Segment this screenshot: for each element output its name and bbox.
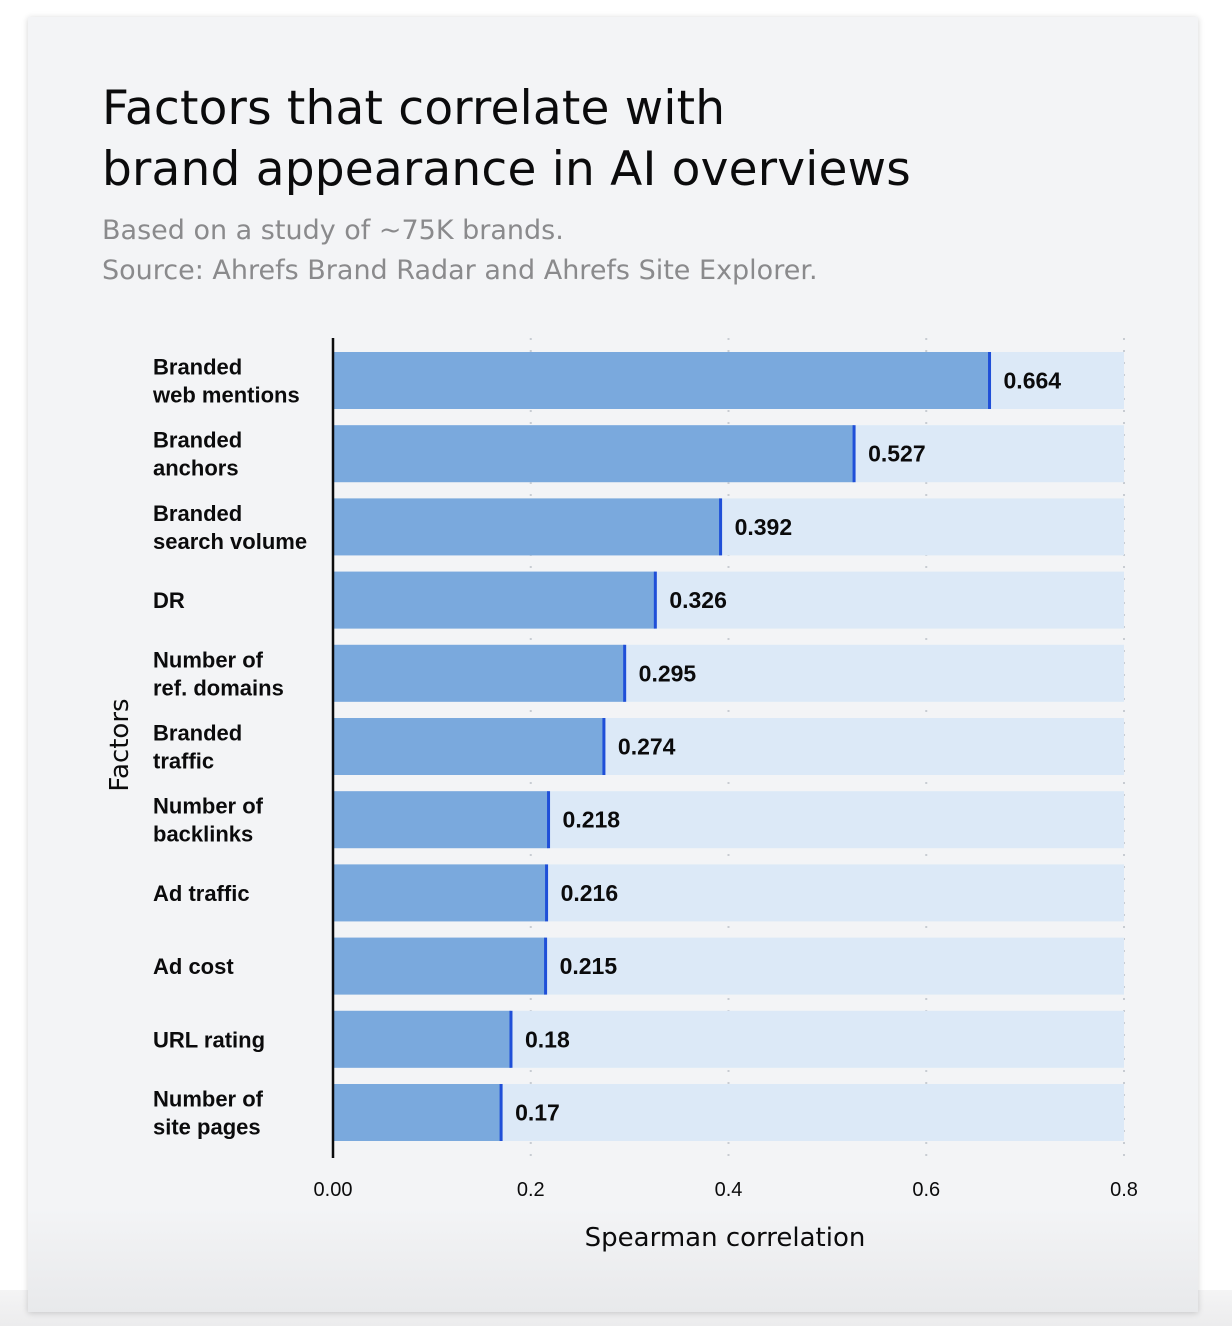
bar-end-marker [602, 718, 606, 775]
category-label: DR [153, 588, 185, 613]
bar [333, 571, 656, 629]
bar [333, 352, 990, 409]
bar [333, 791, 549, 849]
bar-end-marker [545, 864, 549, 922]
value-label: 0.215 [560, 953, 618, 979]
value-label: 0.216 [561, 880, 619, 906]
category-label: Number of [153, 794, 264, 819]
bar [333, 1084, 502, 1141]
category-label: Branded [153, 721, 242, 746]
chart-title-line-2: brand appearance in AI overviews [102, 142, 911, 197]
category-label: web mentions [152, 383, 300, 408]
value-label: 0.664 [1004, 368, 1062, 394]
category-label: traffic [153, 749, 214, 774]
value-label: 0.17 [515, 1100, 560, 1126]
y-axis-title: Factors [105, 698, 135, 791]
bar-end-marker [623, 644, 627, 702]
bar-end-marker [653, 571, 657, 629]
category-label: Branded [153, 355, 242, 380]
category-label: URL rating [153, 1027, 265, 1052]
x-tick-label: 0.8 [1110, 1179, 1138, 1201]
value-label: 0.295 [639, 660, 697, 686]
bar [333, 864, 547, 922]
bar [333, 937, 546, 995]
category-label: Branded [153, 428, 242, 453]
x-tick-label: 0.00 [314, 1179, 353, 1201]
value-label: 0.18 [525, 1026, 570, 1052]
bar-end-marker [509, 1010, 513, 1068]
category-label: anchors [153, 456, 239, 481]
bar [333, 1010, 511, 1068]
bar-end-marker [547, 791, 551, 849]
chart-title-line-1: Factors that correlate with [102, 81, 726, 136]
bar [333, 718, 604, 775]
value-label: 0.326 [669, 587, 727, 613]
x-tick-label: 0.4 [715, 1179, 743, 1201]
value-label: 0.527 [868, 441, 926, 467]
bar [333, 498, 721, 556]
bar [333, 644, 625, 702]
category-labels: Branded web mentions Branded anchors Branded… [152, 355, 307, 1140]
chart-subtitle: Based on a study of ~75K brands. [102, 215, 564, 246]
category-label: Ad cost [153, 954, 234, 979]
chart-title: Factors that correlate with brand appear… [102, 78, 1102, 200]
bar [333, 425, 855, 483]
x-tick-label: 0.6 [912, 1179, 940, 1201]
bar-end-marker [852, 425, 856, 483]
category-label: Number of [153, 647, 264, 672]
bar-end-marker [499, 1084, 503, 1141]
category-label: Ad traffic [153, 881, 250, 906]
bar-end-marker [988, 352, 992, 409]
x-tick-label: 0.2 [517, 1179, 545, 1201]
category-label: site pages [153, 1115, 261, 1140]
category-label: ref. domains [153, 675, 284, 700]
chart-source: Source: Ahrefs Brand Radar and Ahrefs Si… [102, 255, 818, 286]
x-axis-title: Spearman correlation [585, 1223, 866, 1253]
value-label: 0.392 [735, 514, 793, 540]
value-label: 0.274 [618, 734, 676, 760]
value-label: 0.218 [563, 807, 621, 833]
category-label: search volume [153, 529, 307, 554]
category-label: Branded [153, 501, 242, 526]
bar-end-marker [544, 937, 548, 995]
bars: 0.664 0.527 0.392 0.326 0.295 0.274 0.218 0.216… [333, 352, 1124, 1141]
category-label: backlinks [153, 822, 253, 847]
category-label: Number of [153, 1087, 264, 1112]
bar-end-marker [719, 498, 723, 556]
x-axis-ticks: 0.00 0.2 0.4 0.6 0.8 [314, 1179, 1138, 1201]
